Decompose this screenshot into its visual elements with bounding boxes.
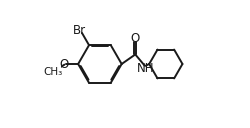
Text: Br: Br	[73, 24, 86, 37]
Text: NH: NH	[136, 62, 154, 75]
Text: CH₃: CH₃	[43, 67, 62, 77]
Text: O: O	[59, 57, 68, 71]
Text: O: O	[130, 32, 140, 45]
